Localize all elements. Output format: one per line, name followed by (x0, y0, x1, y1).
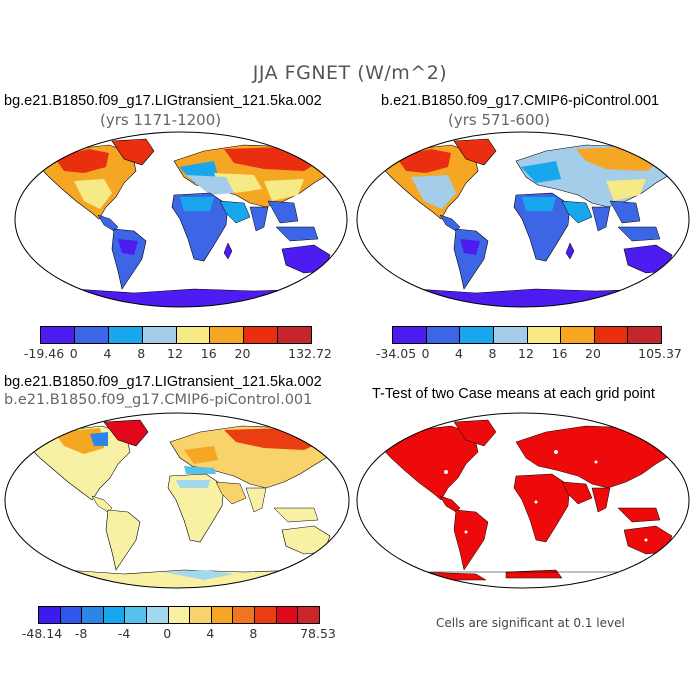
colorbar-swatch (190, 607, 212, 623)
colorbar-swatch (255, 607, 277, 623)
colorbar-tick-label: 8 (488, 346, 497, 361)
colorbar-tick-label: 4 (206, 626, 215, 641)
figure-title: JJA FGNET (W/m^2) (252, 62, 448, 84)
significance-note: Cells are significant at 0.1 level (436, 616, 625, 630)
colorbar-tick-label: -4 (117, 626, 131, 641)
colorbar-swatch (147, 607, 169, 623)
colorbar-swatch (176, 327, 211, 343)
panel3-title: bg.e21.B1850.f09_g17.LIGtransient_121.5k… (4, 374, 322, 390)
panel4-title: T-Test of two Case means at each grid po… (372, 386, 655, 402)
colorbar-tick-label: 78.53 (300, 626, 336, 641)
colorbar-swatch (39, 607, 61, 623)
colorbar-swatch (41, 327, 75, 343)
colorbar-tick-label: 0 (421, 346, 430, 361)
colorbar-tick-label: 105.37 (638, 346, 682, 361)
colorbar-swatch (276, 607, 299, 623)
colorbar-tick-label: 0 (69, 346, 78, 361)
colorbar-tick-label: -8 (74, 626, 88, 641)
panel2-subtitle: (yrs 571-600) (448, 111, 551, 129)
colorbar-panel-3 (38, 606, 320, 624)
colorbar-swatch (82, 607, 104, 623)
colorbar-swatch (103, 607, 126, 623)
colorbar-swatch (594, 327, 629, 343)
panel1-title: bg.e21.B1850.f09_g17.LIGtransient_121.5k… (4, 93, 322, 109)
colorbar-swatch (142, 327, 177, 343)
map-panel-1 (14, 131, 348, 308)
colorbar-tick-label: 4 (455, 346, 463, 361)
panel3-subtitle: b.e21.B1850.f09_g17.CMIP6-piControl.001 (4, 392, 313, 408)
colorbar-tick-label: -48.14 (21, 626, 63, 641)
colorbar-swatch (628, 327, 661, 343)
colorbar-tick-label: 4 (103, 346, 112, 361)
colorbar-swatch (108, 327, 143, 343)
map-panel-4 (356, 412, 690, 589)
colorbar-swatch (211, 607, 234, 623)
colorbar-swatch (561, 327, 595, 343)
colorbar-tick-label: 12 (518, 346, 534, 361)
colorbar-tick-label: 16 (551, 346, 568, 361)
map-panel-2 (356, 131, 690, 308)
colorbar-swatch (298, 607, 319, 623)
colorbar-swatch (393, 327, 427, 343)
colorbar-tick-label: 12 (167, 346, 183, 361)
colorbar-swatch (60, 607, 83, 623)
colorbar-tick-label: 8 (249, 626, 258, 641)
colorbar-swatch (527, 327, 562, 343)
colorbar-swatch (244, 327, 279, 343)
colorbar-panel-1 (40, 326, 312, 344)
colorbar-tick-label: 0 (163, 626, 172, 641)
colorbar-tick-label: 20 (234, 346, 251, 361)
colorbar-tick-label: 16 (200, 346, 217, 361)
colorbar-tick-label: 8 (137, 346, 146, 361)
colorbar-swatch (233, 607, 256, 623)
colorbar-tick-label: -34.05 (375, 346, 417, 361)
panel2-title: b.e21.B1850.f09_g17.CMIP6-piControl.001 (381, 93, 660, 109)
colorbar-tick-label: 132.72 (288, 346, 332, 361)
colorbar-swatch (125, 607, 148, 623)
colorbar-tick-label: -19.46 (23, 346, 65, 361)
colorbar-tick-label: 20 (585, 346, 601, 361)
colorbar-swatch (210, 327, 245, 343)
colorbar-swatch (168, 607, 191, 623)
panel1-subtitle: (yrs 1171-1200) (100, 111, 222, 129)
colorbar-swatch (74, 327, 109, 343)
map-panel-3 (4, 412, 350, 589)
colorbar-swatch (426, 327, 461, 343)
colorbar-panel-2 (392, 326, 662, 344)
colorbar-swatch (278, 327, 311, 343)
colorbar-swatch (493, 327, 528, 343)
colorbar-swatch (460, 327, 494, 343)
